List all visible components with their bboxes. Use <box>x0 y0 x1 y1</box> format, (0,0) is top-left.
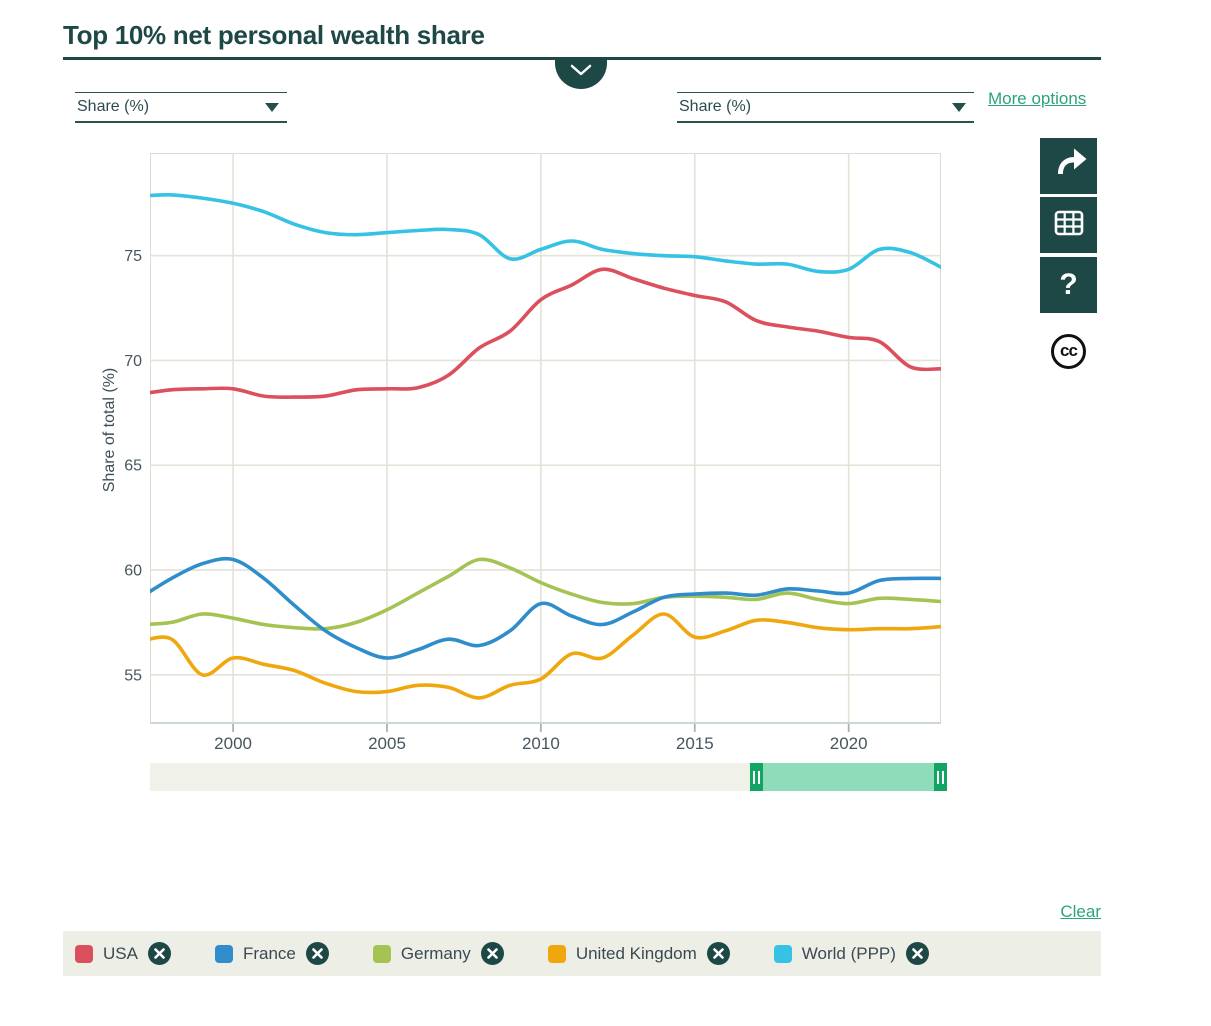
remove-series-button[interactable] <box>147 942 171 965</box>
slider-right-handle[interactable] <box>934 763 947 791</box>
series-line-germany <box>150 557 941 631</box>
close-icon <box>487 948 498 959</box>
legend-item: Germany <box>372 942 504 965</box>
table-icon <box>1041 195 1097 256</box>
creative-commons-icon[interactable]: cc <box>1051 334 1086 369</box>
series-legend: USA France Germany United Kingdom World (PPP… <box>63 931 1101 976</box>
x-tick-label: 2005 <box>368 734 406 753</box>
help-button[interactable]: ? <box>1040 257 1097 313</box>
handle-grip-icon <box>753 770 755 784</box>
more-options-link[interactable]: More options <box>988 89 1087 108</box>
remove-series-button[interactable] <box>305 942 329 965</box>
title-divider <box>63 57 1101 60</box>
legend-item-label: France <box>242 943 296 963</box>
dropdown-arrow-icon <box>952 102 966 112</box>
collapse-header-button[interactable] <box>555 60 607 89</box>
legend-swatch <box>214 944 233 963</box>
line-chart: 55 60 65 70 75 2000 2005 2010 2015 2020 <box>124 153 941 753</box>
y-axis-title: Share of total (%) <box>101 367 118 493</box>
plot-area <box>150 153 941 723</box>
y-tick-label: 70 <box>124 353 142 370</box>
remove-series-button[interactable] <box>706 942 730 965</box>
x-tick-label: 2015 <box>676 734 714 753</box>
y-tick-label: 55 <box>124 667 142 684</box>
series-line-united-kingdom <box>150 612 941 700</box>
x-tick-label: 2020 <box>830 734 868 753</box>
handle-grip-icon <box>937 770 939 784</box>
y-tick-label: 60 <box>124 563 142 580</box>
legend-item: France <box>214 942 329 965</box>
legend-item-label: World (PPP) <box>801 943 896 963</box>
right-unit-select[interactable]: Share (%) <box>677 92 974 123</box>
remove-series-button[interactable] <box>480 942 504 965</box>
right-unit-select-value: Share (%) <box>679 98 752 115</box>
handle-grip-icon <box>942 770 944 784</box>
series-line-usa <box>150 267 941 399</box>
handle-grip-icon <box>758 770 760 784</box>
legend-item-label: Germany <box>400 943 471 963</box>
legend-swatch <box>547 944 566 963</box>
series-line-france <box>150 556 941 660</box>
close-icon <box>154 948 165 959</box>
legend-swatch <box>75 944 93 963</box>
slider-selected-range[interactable] <box>750 763 947 791</box>
data-table-button[interactable] <box>1040 197 1097 253</box>
left-unit-select[interactable]: Share (%) <box>75 92 287 123</box>
clear-series-link[interactable]: Clear <box>1060 902 1101 921</box>
legend-swatch <box>773 944 792 963</box>
left-unit-select-value: Share (%) <box>77 98 150 115</box>
slider-left-handle[interactable] <box>750 763 763 791</box>
legend-item-label: USA <box>103 943 138 963</box>
chevron-down-icon <box>569 60 593 81</box>
remove-series-button[interactable] <box>905 942 929 965</box>
x-tick-label: 2010 <box>522 734 560 753</box>
legend-swatch <box>372 944 391 963</box>
close-icon <box>712 948 724 959</box>
dropdown-arrow-icon <box>265 102 279 112</box>
legend-item: USA <box>75 942 171 965</box>
series-line-world-ppp- <box>150 193 941 274</box>
y-tick-label: 75 <box>124 248 142 265</box>
legend-item: World (PPP) <box>773 942 929 965</box>
close-icon <box>912 948 923 959</box>
x-tick-label: 2000 <box>214 734 252 753</box>
time-range-slider[interactable] <box>150 763 947 791</box>
share-button[interactable] <box>1040 138 1097 194</box>
share-arrow-icon <box>1041 136 1097 197</box>
page-title: Top 10% net personal wealth share <box>63 20 485 50</box>
question-mark-icon: ? <box>1059 268 1078 301</box>
y-tick-label: 65 <box>124 458 142 475</box>
legend-item-label: United Kingdom <box>575 943 697 963</box>
legend-item: United Kingdom <box>547 942 730 965</box>
close-icon <box>312 948 323 959</box>
